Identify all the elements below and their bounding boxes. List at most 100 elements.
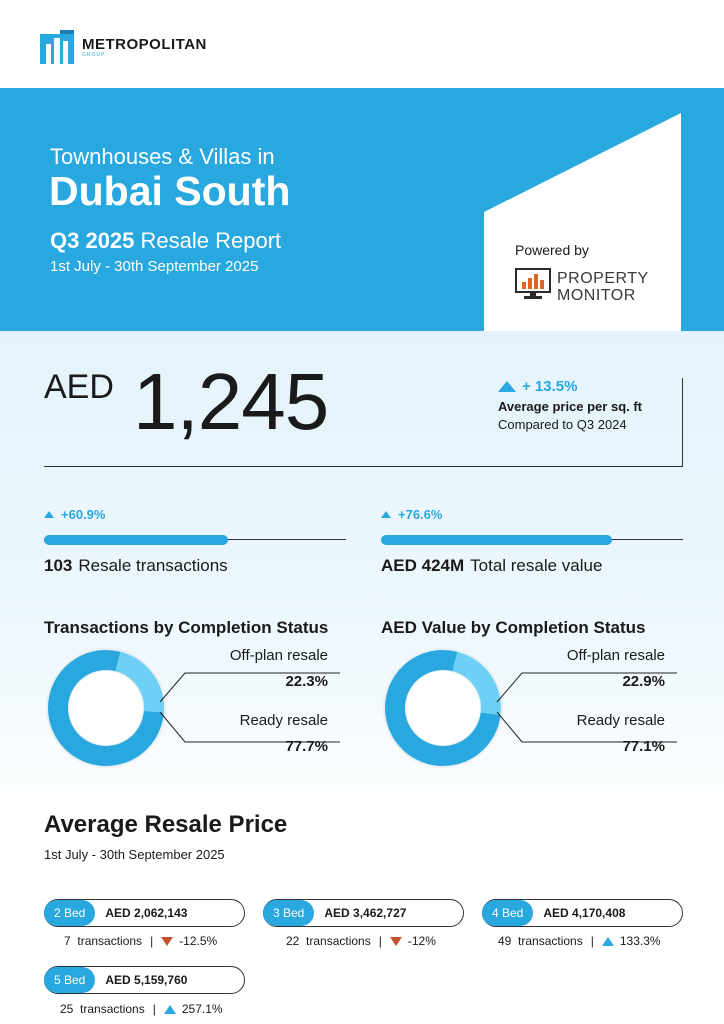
tx-count: 49 [498,934,512,948]
report-dates: 1st July - 30th September 2025 [50,258,259,275]
bed-badge: 4 Bed [482,900,534,926]
tx-count: 22 [286,934,300,948]
separator: | [152,1002,156,1016]
tx-change: 133.3% [619,934,661,948]
stat-caption: Resale transactions [78,556,228,575]
divider-line-vertical [682,378,683,467]
tx-change: -12.5% [179,934,218,948]
up-arrow-icon [601,936,614,946]
bed-price: AED 5,159,760 [105,973,188,987]
hero-banner: Townhouses & Villas in Dubai South Q3 20… [0,88,724,331]
stat-change: +76.6% [398,507,443,522]
tx-label: transactions [518,934,583,948]
up-arrow-icon [44,511,54,518]
hero-subtitle: Townhouses & Villas in [50,144,275,169]
building-logo-icon [40,30,74,64]
donut-legend: Off-plan resale 22.3% Ready resale 77.7% [230,647,328,755]
progress-fill [44,535,228,545]
offplan-value: 22.9% [622,673,665,690]
tx-label: transactions [80,1002,145,1016]
completion-donut-chart [46,648,166,768]
stat-change: +60.9% [61,507,106,522]
price-currency: AED [44,368,114,406]
pm-brand-line1: PROPERTY [557,269,649,287]
bed-meta: 7 transactions | -12.5% [64,934,217,948]
separator: | [378,934,382,948]
stat-value: 103 [44,556,73,575]
separator: | [590,934,594,948]
donut-legend: Off-plan resale 22.9% Ready resale 77.1% [567,647,665,755]
ready-value: 77.7% [285,738,328,755]
offplan-label: Off-plan resale [229,647,328,664]
monitor-chart-icon [515,268,551,305]
tx-label: transactions [306,934,371,948]
offplan-value: 22.3% [285,673,328,690]
tx-change: -12% [407,934,436,948]
donut-title: Transactions by Completion Status [44,618,329,637]
down-arrow-icon [161,936,174,946]
stat-total-value: +76.6% AED 424M Total resale value [381,507,683,576]
ppsf-compare: Compared to Q3 2024 [498,417,627,432]
pm-brand-line2: MONITOR [557,286,636,304]
ppsf-change: + 13.5% [522,378,578,395]
bed-price-pill: 5 Bed AED 5,159,760 [44,966,245,994]
up-arrow-icon [163,1004,176,1014]
bed-price-pill: 3 Bed AED 3,462,727 [263,899,464,927]
down-arrow-icon [389,936,402,946]
up-arrow-icon [381,511,391,518]
ready-value: 77.1% [622,738,665,755]
donut-hole [406,671,480,745]
offplan-slice [114,651,164,713]
completion-donut-chart [383,648,503,768]
progress-bar [44,535,346,545]
tx-label: transactions [77,934,143,948]
ready-slice [48,650,164,766]
report-quarter: Q3 2025 [50,228,135,253]
metropolitan-logo: METROPOLITAN GROUP [40,30,207,64]
ppsf-label: Average price per sq. ft [498,399,643,414]
tx-change: 257.1% [181,1002,223,1016]
bed-price: AED 4,170,408 [543,906,626,920]
separator: | [150,934,154,948]
leader-lines [159,672,340,743]
report-name: Resale Report [134,228,282,253]
divider-line [44,466,683,467]
stat-transactions: +60.9% 103 Resale transactions [44,507,346,576]
donut-title: AED Value by Completion Status [381,618,646,637]
brand-sub: GROUP [82,51,106,58]
bed-badge: 5 Bed [44,967,96,993]
bed-price-pill: 4 Bed AED 4,170,408 [482,899,683,927]
progress-fill [381,535,613,545]
up-arrow-icon [498,381,516,392]
bed-meta: 25 transactions | 257.1% [60,1002,223,1016]
property-monitor-badge: Powered by PROPERTY MONITOR [515,242,649,305]
avg-price-title: Average Resale Price [44,811,288,838]
offplan-slice [451,651,501,715]
powered-by-label: Powered by [515,242,589,258]
ready-slice [385,650,501,766]
stat-label: 103 Resale transactions [44,556,346,576]
tx-count: 25 [60,1002,74,1016]
price-per-sqft-value: 1,245 [133,357,329,446]
top-bar: METROPOLITAN GROUP [0,0,724,88]
bed-price-pill: 2 Bed AED 2,062,143 [44,899,245,927]
stat-caption: Total resale value [470,556,603,575]
bed-meta: 49 transactions | 133.3% [498,934,661,948]
stat-value: AED 424M [381,556,465,575]
bed-badge: 2 Bed [44,900,96,926]
bed-meta: 22 transactions | -12% [286,934,436,948]
price-per-sqft-summary: + 13.5% Average price per sq. ft Compare… [498,378,642,432]
report-title: Q3 2025 Resale Report [50,228,281,254]
bed-price: AED 3,462,727 [324,906,407,920]
offplan-label: Off-plan resale [566,647,665,664]
brand-name: METROPOLITAN [82,35,207,53]
stat-label: AED 424M Total resale value [381,556,683,576]
leader-lines [496,672,677,743]
bed-badge: 3 Bed [263,900,315,926]
ready-label: Ready resale [576,712,665,729]
donut-hole [69,671,143,745]
ready-label: Ready resale [239,712,328,729]
tx-count: 7 [64,934,71,948]
progress-bar [381,535,683,545]
avg-price-dates: 1st July - 30th September 2025 [44,847,225,862]
